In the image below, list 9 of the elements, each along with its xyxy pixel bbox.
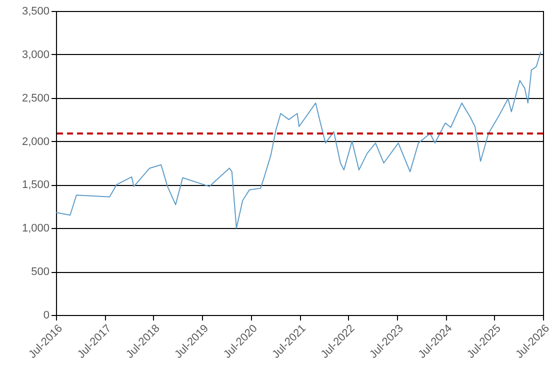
- line-series: [56, 51, 542, 229]
- y-tick-label: 1,000: [22, 222, 50, 235]
- y-tick-label: 3,000: [22, 48, 50, 61]
- y-tick-label: 500: [31, 266, 50, 278]
- y-tick-label: 0: [43, 310, 50, 322]
- y-tick-label: 2,000: [22, 136, 50, 148]
- y-tick-label: 3,500: [22, 6, 50, 18]
- y-tick-label: 1,500: [22, 179, 50, 192]
- y-tick-label: 2,500: [22, 92, 50, 104]
